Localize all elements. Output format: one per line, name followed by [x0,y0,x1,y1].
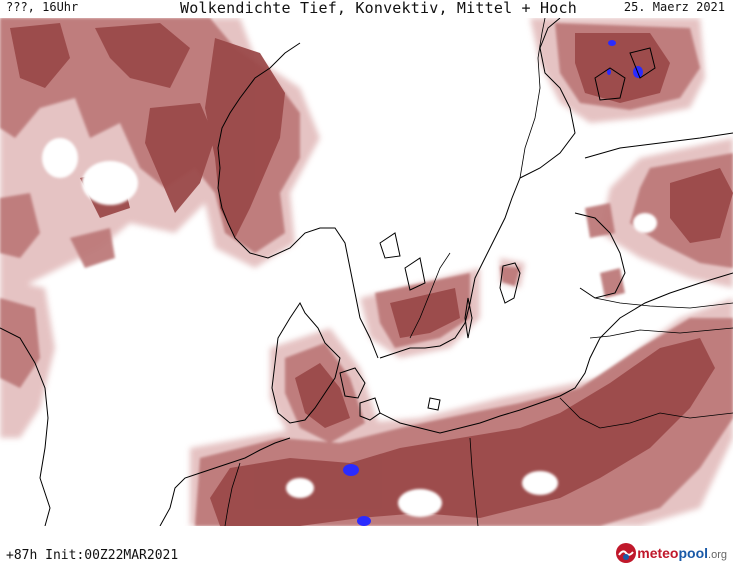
country-borders [224,18,733,526]
logo-text: meteopool.org [637,545,727,561]
map-canvas [0,18,733,526]
valid-date: 25. Maerz 2021 [623,0,725,14]
map-header: ???, 16Uhr Wolkendichte Tief, Konvektiv,… [0,0,733,18]
coastlines [0,18,733,526]
clear-sky-patches [42,138,657,517]
logo-meteo: meteo [637,545,679,561]
meteopool-icon [616,543,637,563]
meteopool-logo[interactable]: meteopool.org [615,542,727,564]
map-title: Wolkendichte Tief, Konvektiv, Mittel + H… [180,0,577,17]
init-label: +87h Init:00Z22MAR2021 [6,548,179,563]
run-label: ???, 16Uhr [6,0,79,14]
map-footer: +87h Init:00Z22MAR2021 meteopool.org [0,526,733,566]
logo-org: .org [708,549,727,561]
cloud-density-map [0,18,733,526]
logo-pool: pool [678,545,709,561]
convective-cells [343,40,643,526]
